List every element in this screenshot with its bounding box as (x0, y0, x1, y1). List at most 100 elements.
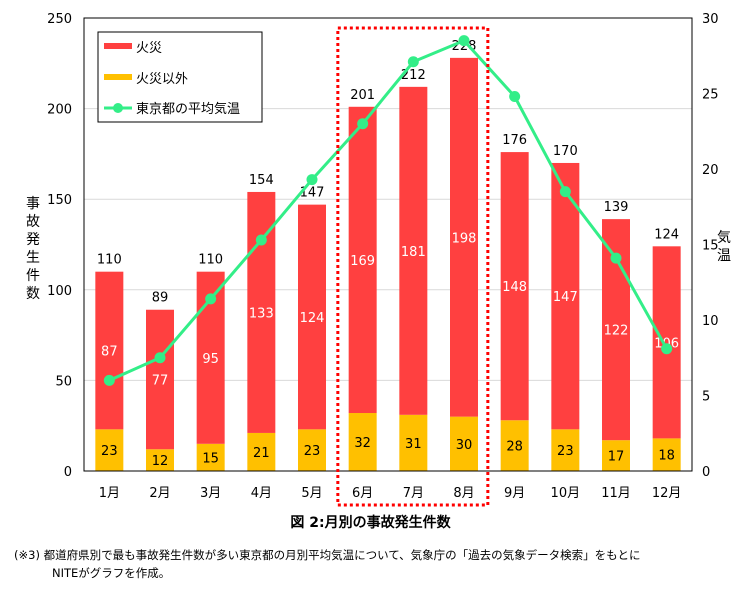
bar-value-label: 12 (152, 454, 169, 469)
y-tick-label: 150 (47, 193, 72, 208)
bar-fire (95, 271, 124, 430)
bar-non-fire (602, 440, 630, 471)
plot-frame (83, 17, 693, 472)
bar-total-label: 124 (654, 227, 679, 242)
temperature-point (154, 352, 166, 364)
temperature-point (610, 252, 622, 264)
y-right-tick-label: 5 (702, 390, 710, 405)
temperature-line (108, 38, 668, 382)
bar-value-label: 18 (658, 449, 675, 464)
bar-non-fire (652, 438, 681, 471)
legend-swatch-fire (104, 43, 132, 49)
highlight-box (336, 26, 490, 507)
bar-value-label: 31 (405, 437, 422, 452)
legend-label-non-fire: 火災以外 (136, 72, 188, 87)
temperature-point (205, 293, 217, 305)
bar-total-label: 201 (350, 88, 375, 103)
bar-non-fire (95, 429, 124, 471)
y-tick-label: 250 (47, 12, 72, 27)
x-tick-label: 3月 (200, 486, 221, 501)
x-tick-label: 5月 (301, 486, 322, 501)
bar-fire (247, 191, 276, 433)
bar-value-label: 181 (401, 245, 426, 260)
y-right-tick-label: 0 (702, 465, 710, 480)
bar-fire (348, 106, 377, 414)
y-axis-title-char: 生 (26, 250, 40, 266)
bar-non-fire (500, 420, 529, 471)
y-axis-title-char: 故 (26, 214, 40, 230)
footnote-line2: NITEがグラフを作成。 (52, 566, 171, 580)
x-tick-label: 8月 (453, 486, 474, 501)
y-axis-title-char: 発 (26, 232, 40, 248)
bar-line-chart: 0 50 100 150 200 250 0 5 10 15 20 25 30 23 87 110 1月 12 77… (26, 12, 731, 507)
y-right-tick-label: 30 (702, 12, 719, 27)
bar-value-label: 30 (456, 438, 473, 453)
temperature-point (458, 35, 470, 47)
x-tick-label: 2月 (149, 486, 170, 501)
bar-fire (298, 204, 326, 430)
temperature-point (509, 91, 521, 103)
y-tick-label: 200 (47, 103, 72, 118)
footnote: (※3) 都道府県別で最も事故発生件数が多い東京都の月別平均気温について、気象庁… (14, 546, 640, 582)
temperature-point (559, 186, 571, 198)
bar-total-label: 139 (604, 200, 629, 215)
bar-value-label: 95 (202, 352, 219, 367)
bar-value-label: 169 (350, 254, 375, 269)
bar-total-label: 89 (152, 291, 169, 306)
legend-marker-temperature (113, 103, 123, 113)
bar-fire (551, 162, 580, 430)
bar-value-label: 124 (300, 311, 325, 326)
bar-value-label: 21 (253, 446, 270, 461)
bar-fire (652, 246, 681, 439)
bar-fire (500, 152, 529, 421)
temperature-point (306, 174, 318, 186)
y-right-tick-label: 15 (702, 239, 719, 254)
x-tick-label: 7月 (403, 486, 424, 501)
temperature-point (357, 118, 369, 130)
bar-total-label: 154 (249, 173, 274, 188)
y-right-tick-label: 25 (702, 88, 719, 103)
y-tick-label: 0 (64, 465, 72, 480)
bar-non-fire (348, 413, 377, 471)
bar-non-fire (196, 443, 225, 471)
legend-label-temperature: 東京都の平均気温 (136, 101, 240, 117)
bar-value-label: 23 (304, 444, 321, 459)
y-tick-label: 100 (47, 284, 72, 299)
temperature-point (255, 234, 267, 246)
y-axis-title-char: 事 (26, 196, 40, 212)
y-axis-title-char: 件 (26, 268, 40, 284)
x-tick-label: 12月 (652, 486, 682, 501)
bar-value-label: 133 (249, 306, 274, 321)
temperature-point (103, 374, 115, 386)
x-tick-label: 10月 (551, 486, 581, 501)
bar-value-label: 147 (553, 290, 578, 305)
bar-fire (146, 309, 174, 450)
x-tick-label: 11月 (601, 486, 631, 501)
x-tick-label: 9月 (504, 486, 525, 501)
temperature-point (407, 56, 419, 68)
chart-title: 図 2:月別の事故発生件数 (290, 515, 451, 531)
bar-value-label: 23 (557, 444, 574, 459)
footnote-line1: 都道府県別で最も事故発生件数が多い東京都の月別平均気温について、気象庁の「過去の… (43, 548, 641, 562)
y-axis-title-char: 数 (26, 286, 40, 302)
bar-value-label: 15 (202, 451, 219, 466)
y-right-tick-label: 10 (702, 314, 719, 329)
temperature-point (661, 343, 673, 355)
bar-value-label: 198 (452, 231, 477, 246)
bar-value-label: 17 (608, 450, 625, 465)
x-tick-label: 6月 (352, 486, 373, 501)
legend-swatch-non-fire (104, 74, 132, 80)
bar-value-label: 148 (502, 280, 527, 295)
footnote-mark: (※3) (14, 548, 40, 562)
legend-label-fire: 火災 (136, 41, 162, 56)
bar-non-fire (247, 432, 276, 471)
bar-total-label: 110 (198, 253, 223, 268)
bar-total-label: 170 (553, 144, 578, 159)
bar-total-label: 110 (97, 253, 122, 268)
y-right-axis-title-char: 温 (717, 248, 731, 264)
x-tick-label: 1月 (99, 486, 120, 501)
bar-total-label: 176 (502, 133, 527, 148)
x-tick-label: 4月 (251, 486, 272, 501)
bar-non-fire (146, 449, 174, 471)
